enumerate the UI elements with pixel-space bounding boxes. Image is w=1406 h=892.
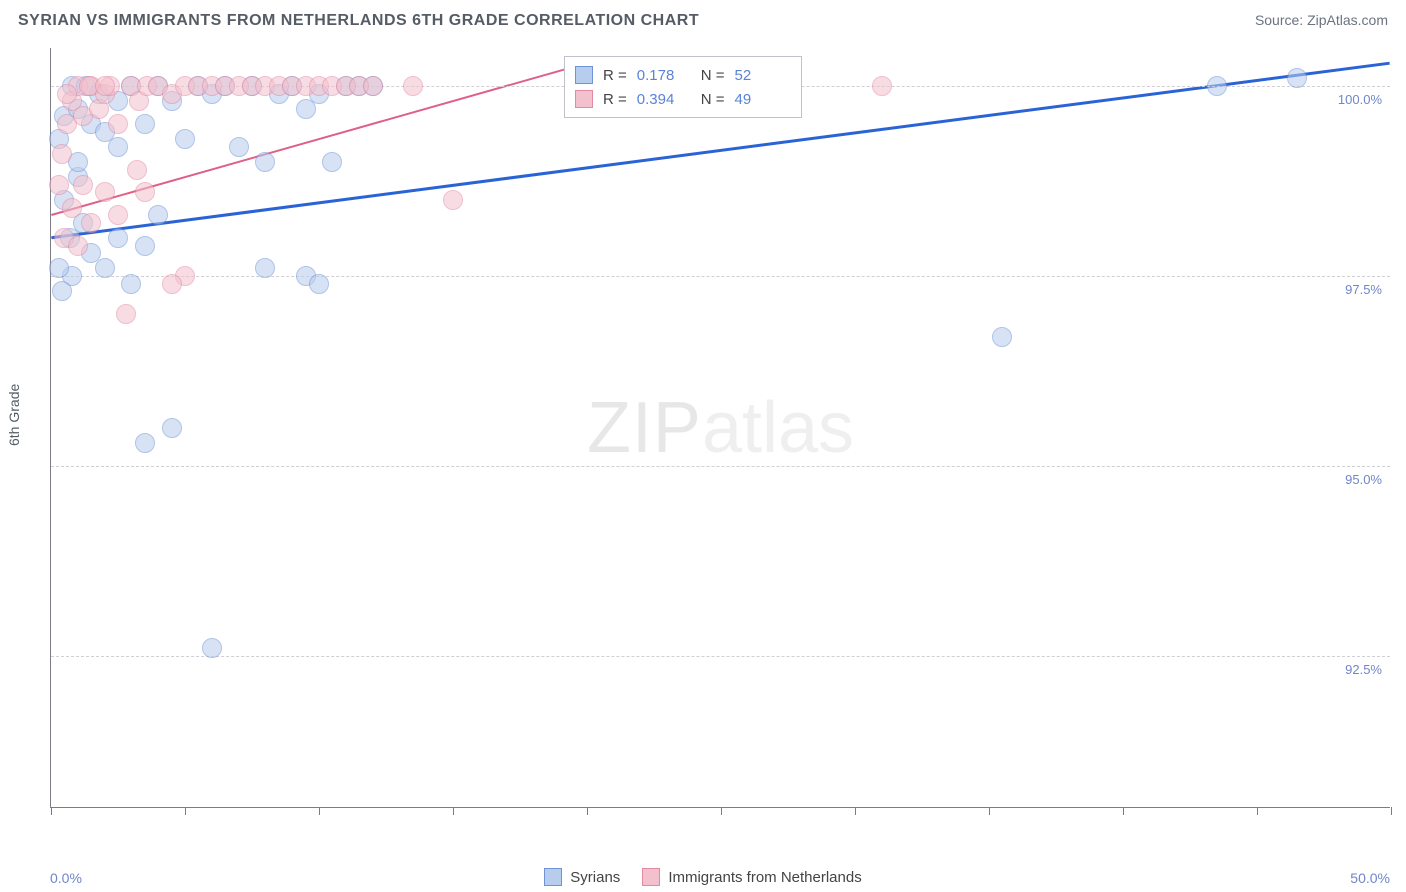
r-value: 0.178 bbox=[637, 67, 691, 84]
syrians-point bbox=[135, 114, 155, 134]
syrians-point bbox=[162, 418, 182, 438]
syrians-point bbox=[175, 129, 195, 149]
x-axis-tick bbox=[855, 807, 856, 815]
y-axis-title: 6th Grade bbox=[6, 384, 22, 446]
x-axis-tick bbox=[587, 807, 588, 815]
x-axis-tick bbox=[1391, 807, 1392, 815]
syrians-point bbox=[135, 433, 155, 453]
netherlands-point bbox=[81, 213, 101, 233]
r-label: R = bbox=[603, 67, 627, 84]
syrians-point bbox=[1287, 68, 1307, 88]
netherlands-point bbox=[108, 205, 128, 225]
syrians-point bbox=[49, 258, 69, 278]
n-label: N = bbox=[701, 67, 725, 84]
gridline-horizontal bbox=[51, 466, 1390, 467]
syrians-point bbox=[309, 274, 329, 294]
netherlands-point bbox=[62, 198, 82, 218]
gridline-horizontal bbox=[51, 276, 1390, 277]
gridline-horizontal bbox=[51, 656, 1390, 657]
x-axis-tick bbox=[453, 807, 454, 815]
netherlands-point bbox=[49, 175, 69, 195]
n-value: 52 bbox=[735, 67, 789, 84]
netherlands-swatch-bottom bbox=[642, 868, 660, 886]
watermark-zip: ZIP bbox=[587, 388, 702, 468]
n-label: N = bbox=[701, 91, 725, 108]
bottom-legend-item-netherlands: Immigrants from Netherlands bbox=[642, 868, 861, 886]
syrians-point bbox=[255, 152, 275, 172]
netherlands-point bbox=[135, 182, 155, 202]
syrians-point bbox=[52, 281, 72, 301]
netherlands-point bbox=[162, 274, 182, 294]
netherlands-point bbox=[73, 175, 93, 195]
watermark: ZIPatlas bbox=[587, 387, 854, 469]
netherlands-point bbox=[363, 76, 383, 96]
netherlands-point bbox=[872, 76, 892, 96]
n-value: 49 bbox=[735, 91, 789, 108]
syrians-swatch bbox=[575, 66, 593, 84]
y-axis-tick-label: 95.0% bbox=[1345, 472, 1382, 487]
series-legend: Syrians Immigrants from Netherlands bbox=[0, 868, 1406, 886]
r-value: 0.394 bbox=[637, 91, 691, 108]
legend-row-syrians: R = 0.178 N = 52 bbox=[575, 63, 789, 87]
bottom-legend-item-syrians: Syrians bbox=[544, 868, 620, 886]
syrians-point bbox=[202, 638, 222, 658]
chart-title: SYRIAN VS IMMIGRANTS FROM NETHERLANDS 6T… bbox=[18, 12, 699, 30]
netherlands-point bbox=[108, 114, 128, 134]
trend-lines-layer bbox=[51, 48, 1390, 807]
x-axis-tick bbox=[721, 807, 722, 815]
syrians-point bbox=[108, 137, 128, 157]
syrians-point bbox=[135, 236, 155, 256]
netherlands-swatch bbox=[575, 90, 593, 108]
syrians-point bbox=[1207, 76, 1227, 96]
y-axis-tick-label: 92.5% bbox=[1345, 662, 1382, 677]
source-label: Source: ZipAtlas.com bbox=[1255, 12, 1388, 28]
syrians-point bbox=[255, 258, 275, 278]
watermark-atlas: atlas bbox=[702, 388, 854, 468]
r-label: R = bbox=[603, 91, 627, 108]
x-axis-tick bbox=[1257, 807, 1258, 815]
syrians-point bbox=[992, 327, 1012, 347]
syrians-point bbox=[229, 137, 249, 157]
netherlands-point bbox=[52, 144, 72, 164]
y-axis-tick-label: 100.0% bbox=[1338, 92, 1382, 107]
netherlands-point bbox=[95, 182, 115, 202]
syrians-point bbox=[108, 228, 128, 248]
netherlands-point bbox=[443, 190, 463, 210]
chart-header: SYRIAN VS IMMIGRANTS FROM NETHERLANDS 6T… bbox=[0, 0, 1406, 44]
netherlands-point bbox=[127, 160, 147, 180]
syrians-label: Syrians bbox=[570, 869, 620, 886]
syrians-point bbox=[148, 205, 168, 225]
x-axis-tick bbox=[319, 807, 320, 815]
syrians-point bbox=[95, 258, 115, 278]
correlation-legend-box: R = 0.178 N = 52 R = 0.394 N = 49 bbox=[564, 56, 802, 118]
netherlands-point bbox=[403, 76, 423, 96]
netherlands-point bbox=[116, 304, 136, 324]
x-axis-tick bbox=[1123, 807, 1124, 815]
netherlands-label: Immigrants from Netherlands bbox=[668, 869, 861, 886]
netherlands-point bbox=[57, 84, 77, 104]
netherlands-point bbox=[68, 236, 88, 256]
plot-area: ZIPatlas 92.5% 95.0% 97.5% 100.0% bbox=[50, 48, 1390, 808]
netherlands-point bbox=[95, 76, 115, 96]
legend-row-netherlands: R = 0.394 N = 49 bbox=[575, 87, 789, 111]
x-axis-tick bbox=[185, 807, 186, 815]
syrians-point bbox=[322, 152, 342, 172]
syrians-swatch-bottom bbox=[544, 868, 562, 886]
x-axis-tick bbox=[51, 807, 52, 815]
y-axis-tick-label: 97.5% bbox=[1345, 282, 1382, 297]
x-axis-tick bbox=[989, 807, 990, 815]
syrians-point bbox=[121, 274, 141, 294]
